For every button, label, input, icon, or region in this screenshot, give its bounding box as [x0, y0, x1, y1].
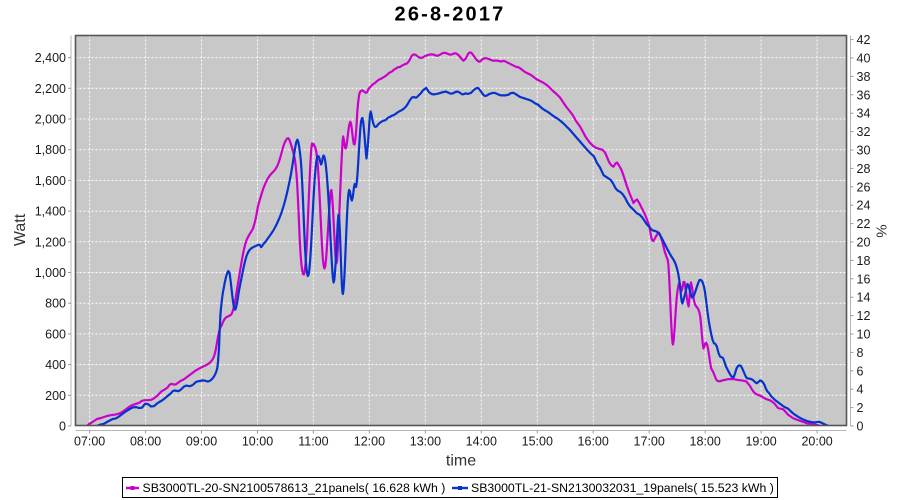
- svg-text:Watt: Watt: [12, 213, 29, 246]
- svg-text:200: 200: [45, 389, 66, 403]
- svg-text:600: 600: [45, 327, 66, 341]
- svg-text:16:00: 16:00: [578, 435, 609, 449]
- svg-text:1,400: 1,400: [35, 205, 66, 219]
- svg-text:time: time: [446, 453, 476, 470]
- svg-text:18: 18: [857, 254, 871, 268]
- svg-text:22: 22: [857, 217, 871, 231]
- svg-text:10:00: 10:00: [242, 435, 273, 449]
- svg-text:13:00: 13:00: [410, 435, 441, 449]
- svg-text:6: 6: [857, 364, 864, 378]
- svg-text:0: 0: [59, 420, 66, 434]
- svg-text:08:00: 08:00: [130, 435, 161, 449]
- svg-text:0: 0: [857, 420, 864, 434]
- svg-text:20: 20: [857, 236, 871, 250]
- svg-text:28: 28: [857, 162, 871, 176]
- svg-text:26: 26: [857, 180, 871, 194]
- svg-text:34: 34: [857, 107, 871, 121]
- svg-text:1,000: 1,000: [35, 266, 66, 280]
- svg-text:12:00: 12:00: [354, 435, 385, 449]
- svg-text:1,800: 1,800: [35, 143, 66, 157]
- svg-text:10: 10: [857, 328, 871, 342]
- svg-text:26-8-2017: 26-8-2017: [395, 4, 506, 26]
- svg-text:2,200: 2,200: [35, 82, 66, 96]
- svg-text:12: 12: [857, 309, 871, 323]
- svg-text:24: 24: [857, 199, 871, 213]
- svg-text:11:00: 11:00: [298, 435, 328, 449]
- svg-text:09:00: 09:00: [186, 435, 217, 449]
- svg-text:18:00: 18:00: [690, 435, 721, 449]
- svg-text:07:00: 07:00: [74, 435, 105, 449]
- svg-text:42: 42: [857, 33, 871, 47]
- svg-text:30: 30: [857, 144, 871, 158]
- svg-text:400: 400: [45, 358, 66, 372]
- svg-text:40: 40: [857, 52, 871, 66]
- svg-text:1,200: 1,200: [35, 235, 66, 249]
- svg-text:15:00: 15:00: [522, 435, 553, 449]
- svg-text:38: 38: [857, 70, 871, 84]
- svg-text:16: 16: [857, 272, 871, 286]
- svg-text:17:00: 17:00: [634, 435, 665, 449]
- svg-text:2,400: 2,400: [35, 51, 66, 65]
- svg-text:19:00: 19:00: [745, 435, 776, 449]
- svg-text:14: 14: [857, 291, 871, 305]
- svg-text:4: 4: [857, 383, 864, 397]
- svg-text:20:00: 20:00: [801, 435, 832, 449]
- svg-text:SB3000TL-21-SN2130032031_19pan: SB3000TL-21-SN2130032031_19panels( 15.52…: [471, 481, 774, 495]
- svg-text:8: 8: [857, 346, 864, 360]
- svg-text:1,600: 1,600: [35, 174, 66, 188]
- svg-text:14:00: 14:00: [466, 435, 497, 449]
- svg-text:800: 800: [45, 297, 66, 311]
- svg-text:SB3000TL-20-SN2100578613_21pan: SB3000TL-20-SN2100578613_21panels( 16.62…: [143, 481, 446, 495]
- svg-text:%: %: [873, 224, 890, 237]
- svg-text:2: 2: [857, 401, 864, 415]
- svg-text:32: 32: [857, 125, 871, 139]
- svg-text:36: 36: [857, 88, 871, 102]
- svg-text:2,000: 2,000: [35, 113, 66, 127]
